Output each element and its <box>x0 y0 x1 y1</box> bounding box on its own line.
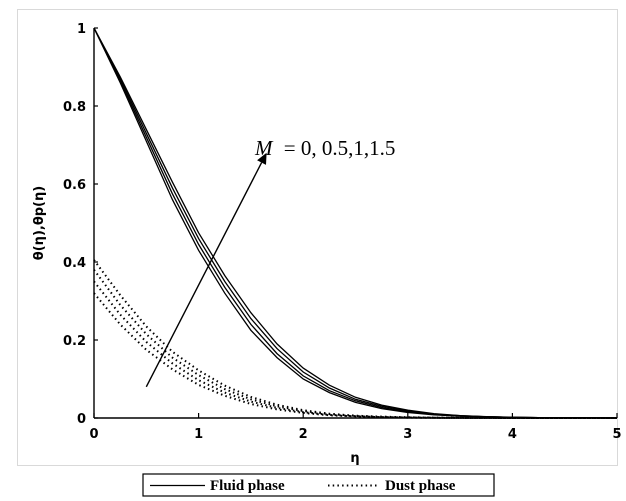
fluid-phase-line-3 <box>93 27 618 419</box>
y-tick-label: 0 <box>77 412 86 427</box>
y-tick-label: 1 <box>77 22 86 37</box>
annotation-arrowhead <box>257 152 267 165</box>
x-tick-label: 3 <box>403 427 412 442</box>
parameter-annotation: M = 0, 0.5,1,1.5 <box>145 136 395 388</box>
series-group <box>93 27 618 419</box>
y-tick-label: 0.2 <box>63 334 86 349</box>
fluid-phase-line-0 <box>93 27 618 419</box>
figure-frame <box>17 9 618 466</box>
legend: Fluid phase Dust phase <box>142 473 495 497</box>
x-tick-label: 2 <box>299 427 308 442</box>
annotation-arrow <box>145 162 263 388</box>
x-axis-ticks: 0 1 2 3 4 5 <box>89 413 622 442</box>
x-tick-label: 1 <box>194 427 203 442</box>
fluid-phase-line-1 <box>93 27 618 419</box>
legend-box <box>142 473 495 497</box>
y-tick-label: 0.4 <box>63 256 86 271</box>
x-tick-label: 5 <box>612 427 621 442</box>
legend-fluid-label: Fluid phase <box>210 478 285 494</box>
y-axis-ticks: 0 0.2 0.4 0.6 0.8 1 <box>63 22 98 427</box>
x-tick-label: 0 <box>89 427 98 442</box>
y-tick-label: 0.8 <box>63 100 86 115</box>
x-tick-label: 4 <box>508 427 517 442</box>
y-tick-label: 0.6 <box>63 178 86 193</box>
x-axis-title: η <box>350 451 359 466</box>
legend-dust-label: Dust phase <box>385 478 456 494</box>
annotation-variable: M <box>254 136 274 160</box>
fluid-phase-line-2 <box>93 27 618 419</box>
annotation-values: = 0, 0.5,1,1.5 <box>284 136 396 160</box>
annotation-label: M = 0, 0.5,1,1.5 <box>254 136 395 160</box>
dust-phase-line-7 <box>93 259 617 419</box>
dust-phase-line-6 <box>93 269 617 419</box>
y-axis-title: θ(η),θp(η) <box>32 186 47 260</box>
